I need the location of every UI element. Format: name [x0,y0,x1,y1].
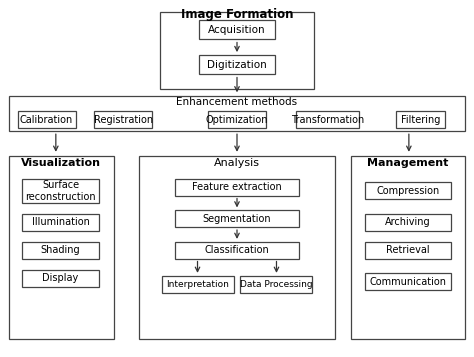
FancyBboxPatch shape [199,20,275,39]
Text: Data Processing: Data Processing [240,280,313,289]
Text: Feature extraction: Feature extraction [192,182,282,192]
FancyBboxPatch shape [296,111,359,128]
Text: Calibration: Calibration [20,115,73,125]
Text: Archiving: Archiving [385,217,431,227]
FancyBboxPatch shape [94,111,152,128]
FancyBboxPatch shape [175,210,299,227]
FancyBboxPatch shape [18,111,75,128]
Text: Compression: Compression [376,186,439,196]
Text: Management: Management [367,158,448,168]
FancyBboxPatch shape [175,242,299,258]
FancyBboxPatch shape [22,242,99,258]
Text: Classification: Classification [205,245,269,255]
FancyBboxPatch shape [9,96,465,131]
FancyBboxPatch shape [22,270,99,287]
Text: Analysis: Analysis [214,158,260,168]
Text: Segmentation: Segmentation [203,214,271,224]
FancyBboxPatch shape [365,182,451,199]
FancyBboxPatch shape [365,214,451,231]
Text: Filtering: Filtering [401,115,440,125]
Text: Shading: Shading [41,245,80,255]
FancyBboxPatch shape [396,111,445,128]
FancyBboxPatch shape [240,276,312,292]
FancyBboxPatch shape [22,179,99,203]
Text: Visualization: Visualization [20,158,100,168]
FancyBboxPatch shape [351,156,465,340]
FancyBboxPatch shape [365,273,451,290]
Text: Surface
reconstruction: Surface reconstruction [25,180,96,202]
Text: Display: Display [42,273,79,283]
Text: Digitization: Digitization [207,60,267,70]
FancyBboxPatch shape [199,55,275,74]
Text: Communication: Communication [369,277,447,287]
Text: Registration: Registration [94,115,153,125]
Text: Optimization: Optimization [206,115,268,125]
Text: Illumination: Illumination [32,217,90,227]
Text: Interpretation: Interpretation [166,280,229,289]
Text: Enhancement methods: Enhancement methods [176,97,298,107]
FancyBboxPatch shape [9,156,114,340]
FancyBboxPatch shape [160,12,314,89]
FancyBboxPatch shape [175,179,299,196]
FancyBboxPatch shape [22,214,99,231]
FancyBboxPatch shape [208,111,266,128]
Text: Transformation: Transformation [291,115,364,125]
Text: Image Formation: Image Formation [181,7,293,21]
Text: Acquisition: Acquisition [208,25,266,35]
FancyBboxPatch shape [162,276,234,292]
FancyBboxPatch shape [139,156,335,340]
FancyBboxPatch shape [365,242,451,258]
Text: Retrieval: Retrieval [386,245,430,255]
